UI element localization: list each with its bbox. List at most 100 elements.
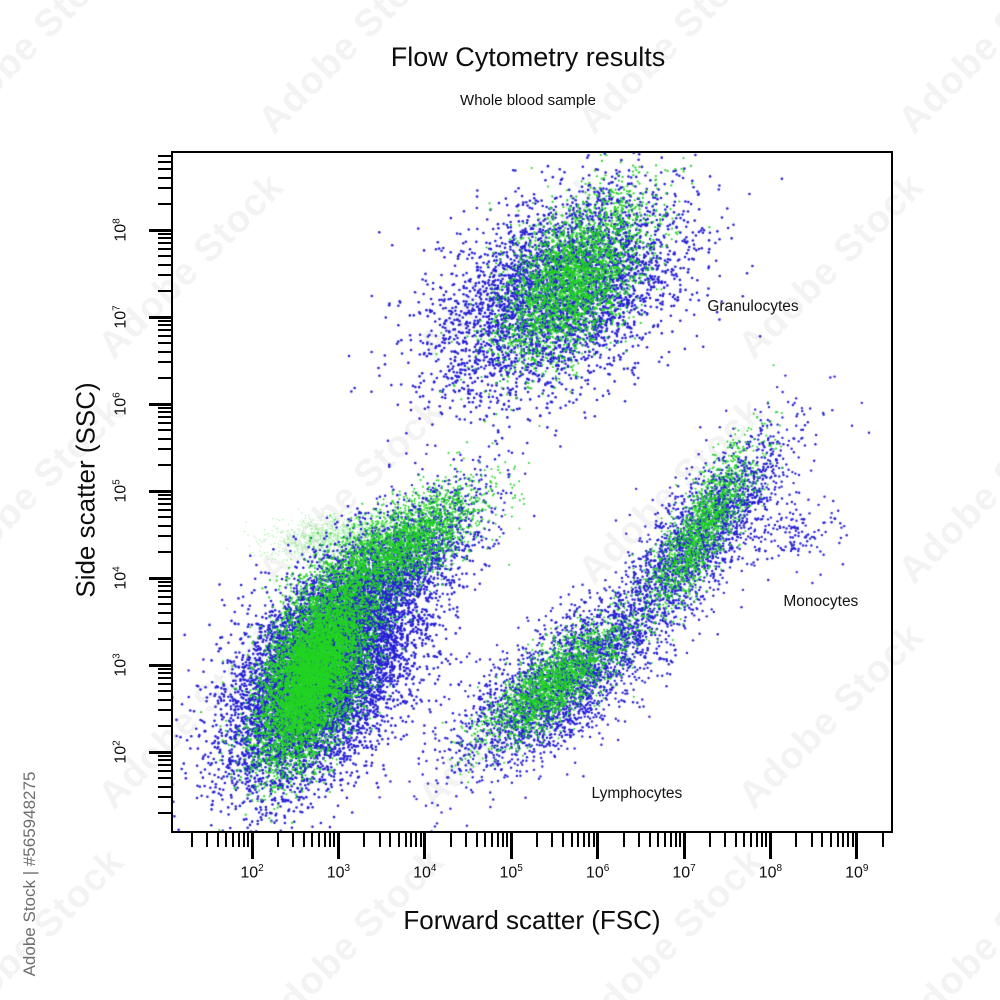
x-tick-label: 107 [672,863,696,882]
y-minor-tick [158,416,171,419]
x-minor-tick [465,833,468,847]
x-minor-tick [205,833,208,847]
x-major-tick [250,833,254,859]
y-minor-tick [158,361,171,364]
cluster-label-lymphocytes: Lymphocytes [591,784,683,802]
y-minor-tick [158,611,171,614]
x-tick-label: 103 [326,863,351,882]
x-minor-tick [622,833,625,847]
x-minor-tick [570,833,573,847]
x-minor-tick [709,833,711,847]
x-minor-tick [679,833,682,847]
y-tick-label: 107 [111,305,130,329]
x-minor-tick [724,833,727,847]
y-minor-tick [158,550,171,553]
watermark-tile: Adobe Stock [890,390,1000,592]
x-minor-tick [324,833,327,847]
x-minor-tick [735,833,738,847]
y-minor-tick [158,724,171,727]
y-minor-tick [158,248,171,251]
y-minor-tick [158,503,171,506]
x-tick-label: 109 [845,863,869,882]
x-minor-tick [475,833,478,847]
y-minor-tick [158,274,171,277]
y-minor-tick [158,516,171,519]
y-minor-tick [158,683,171,686]
x-minor-tick [847,833,850,847]
y-major-tick [149,402,171,406]
x-minor-tick [415,833,418,847]
y-minor-tick [158,596,171,599]
x-minor-tick [588,833,591,847]
y-minor-tick [158,232,171,235]
x-minor-tick [821,833,824,847]
y-minor-tick [158,622,171,625]
y-minor-tick [158,590,171,593]
x-minor-tick [829,833,832,847]
y-tick-label: 103 [111,653,130,677]
x-minor-tick [765,833,768,847]
y-minor-tick [158,690,171,693]
scatter-canvas [171,151,893,833]
cluster-label-granulocytes: Granulocytes [707,298,799,316]
x-minor-tick [404,833,407,847]
x-major-tick [682,833,686,859]
y-minor-tick [158,764,171,767]
x-minor-tick [663,833,666,847]
y-minor-tick [158,524,171,527]
y-minor-tick [158,350,171,353]
x-minor-tick [419,833,422,847]
x-major-tick [768,833,772,859]
y-minor-tick [158,263,171,266]
y-minor-tick [158,161,171,164]
y-major-tick [149,228,171,232]
y-minor-tick [158,319,171,322]
x-minor-tick [311,833,314,847]
x-minor-tick [536,833,539,847]
y-major-tick [149,489,171,493]
x-minor-tick [501,833,504,847]
x-minor-tick [216,833,219,847]
x-minor-tick [583,833,586,847]
y-tick-label: 102 [111,740,130,764]
y-minor-tick [158,759,171,762]
x-minor-tick [242,833,245,847]
y-minor-tick [158,448,171,451]
x-minor-tick [842,833,845,847]
y-minor-tick [158,176,171,179]
y-tick-label: 104 [111,566,130,590]
x-minor-tick [224,833,227,847]
y-minor-tick [158,493,171,496]
x-tick-label: 106 [585,863,610,882]
y-tick-label: 106 [111,392,130,416]
x-tick-label: 108 [758,863,783,882]
y-minor-tick [158,463,171,466]
x-minor-tick [648,833,651,847]
x-axis-title: Forward scatter (FSC) [403,905,661,935]
y-minor-tick [158,672,171,675]
x-major-tick [596,833,600,859]
x-minor-tick [397,833,400,847]
y-minor-tick [158,411,171,414]
x-minor-tick [656,833,659,847]
x-minor-tick [750,833,753,847]
y-minor-tick [158,324,171,327]
x-tick-label: 105 [499,863,523,882]
x-minor-tick [551,833,554,847]
y-minor-tick [158,237,171,240]
x-minor-tick [303,833,306,847]
y-tick-label: 105 [111,479,130,503]
y-major-tick [149,750,171,754]
y-minor-tick [158,585,171,588]
x-minor-tick [669,833,672,847]
y-tick-label: 108 [111,218,130,242]
x-minor-tick [389,833,392,847]
y-minor-tick [158,406,171,409]
y-minor-tick [158,777,171,780]
y-minor-tick [158,709,171,712]
x-minor-tick [592,833,595,847]
y-minor-tick [158,796,171,799]
watermark-tile: Adobe Stock [890,840,1000,1000]
y-major-tick [149,315,171,319]
